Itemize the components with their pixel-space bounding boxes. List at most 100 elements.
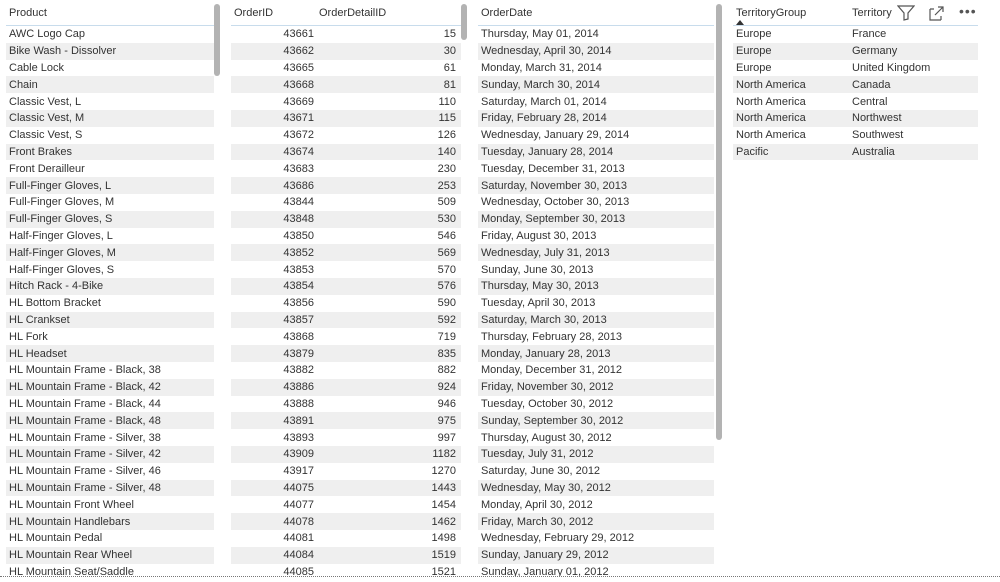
territory-col-header[interactable]: Territory bbox=[852, 6, 892, 19]
orderdetailid-header[interactable]: OrderDetailID bbox=[319, 6, 387, 19]
table-row[interactable]: Saturday, March 30, 2013 bbox=[478, 311, 714, 329]
more-options-icon[interactable]: ••• bbox=[959, 3, 977, 19]
table-row[interactable]: Saturday, March 01, 2014 bbox=[478, 93, 714, 110]
table-row[interactable]: Saturday, November 30, 2013 bbox=[478, 177, 714, 194]
table-row[interactable]: 43852 569 bbox=[231, 244, 461, 262]
table-row[interactable]: HL Mountain Frame - Black, 38 bbox=[6, 362, 214, 379]
table-row[interactable]: Monday, March 31, 2014 bbox=[478, 60, 714, 77]
table-row[interactable]: 44077 1454 bbox=[231, 496, 461, 513]
table-row[interactable]: Tuesday, October 30, 2012 bbox=[478, 396, 714, 413]
focus-mode-icon[interactable] bbox=[929, 5, 945, 24]
table-row[interactable]: HL Headset bbox=[6, 345, 214, 362]
table-row[interactable]: Full-Finger Gloves, S bbox=[6, 210, 214, 228]
table-row[interactable]: Sunday, January 01, 2012 bbox=[478, 564, 714, 576]
table-row[interactable]: 43848 530 bbox=[231, 210, 461, 228]
table-row[interactable]: Friday, August 30, 2013 bbox=[478, 228, 714, 245]
table-row[interactable]: 43844 509 bbox=[231, 194, 461, 211]
table-row[interactable]: Tuesday, January 28, 2014 bbox=[478, 143, 714, 161]
table-row[interactable]: Thursday, May 01, 2014 bbox=[478, 26, 714, 43]
table-row[interactable]: HL Mountain Pedal bbox=[6, 530, 214, 547]
table-row[interactable]: HL Fork bbox=[6, 328, 214, 345]
table-row[interactable]: 43879 835 bbox=[231, 345, 461, 362]
table-row[interactable]: Bike Wash - Dissolver bbox=[6, 42, 214, 60]
table-row[interactable]: 43909 1182 bbox=[231, 445, 461, 463]
table-row[interactable]: Saturday, June 30, 2012 bbox=[478, 463, 714, 480]
table-row[interactable]: Wednesday, January 29, 2014 bbox=[478, 127, 714, 144]
table-row[interactable]: Half-Finger Gloves, M bbox=[6, 244, 214, 262]
table-row[interactable]: HL Mountain Frame - Silver, 42 bbox=[6, 445, 214, 463]
table-row[interactable]: Wednesday, February 29, 2012 bbox=[478, 530, 714, 547]
table-row[interactable]: Sunday, January 29, 2012 bbox=[478, 546, 714, 564]
table-row[interactable]: AWC Logo Cap bbox=[6, 26, 214, 43]
table-row[interactable]: Chain bbox=[6, 76, 214, 94]
table-row[interactable]: Classic Vest, S bbox=[6, 127, 214, 144]
table-row[interactable]: Classic Vest, L bbox=[6, 93, 214, 110]
table-row[interactable]: Monday, January 28, 2013 bbox=[478, 345, 714, 362]
table-row[interactable]: 43854 576 bbox=[231, 277, 461, 295]
table-row[interactable]: 43917 1270 bbox=[231, 463, 461, 480]
table-row[interactable]: Full-Finger Gloves, M bbox=[6, 194, 214, 211]
table-row[interactable]: Half-Finger Gloves, L bbox=[6, 228, 214, 245]
table-row[interactable]: HL Mountain Rear Wheel bbox=[6, 546, 214, 564]
table-row[interactable]: Tuesday, December 31, 2013 bbox=[478, 160, 714, 177]
table-row[interactable]: HL Mountain Handlebars bbox=[6, 513, 214, 530]
table-row[interactable]: North America Central bbox=[733, 93, 978, 110]
table-row[interactable]: Europe United Kingdom bbox=[733, 60, 978, 77]
table-row[interactable]: Thursday, August 30, 2012 bbox=[478, 429, 714, 446]
table-row[interactable]: 43686 253 bbox=[231, 177, 461, 194]
table-row[interactable]: Half-Finger Gloves, S bbox=[6, 261, 214, 278]
table-row[interactable]: Classic Vest, M bbox=[6, 109, 214, 127]
table-row[interactable]: HL Mountain Front Wheel bbox=[6, 496, 214, 513]
table-row[interactable]: North America Southwest bbox=[733, 127, 978, 144]
table-row[interactable]: Wednesday, May 30, 2012 bbox=[478, 479, 714, 497]
table-row[interactable]: Full-Finger Gloves, L bbox=[6, 177, 214, 194]
table-row[interactable]: Pacific Australia bbox=[733, 143, 978, 161]
table-row[interactable]: HL Bottom Bracket bbox=[6, 295, 214, 312]
table-row[interactable]: Europe France bbox=[733, 26, 978, 43]
filter-icon[interactable] bbox=[896, 5, 916, 24]
table-row[interactable]: North America Northwest bbox=[733, 109, 978, 127]
table-row[interactable]: 43886 924 bbox=[231, 378, 461, 396]
table-row[interactable]: Monday, September 30, 2013 bbox=[478, 210, 714, 228]
table-row[interactable]: Sunday, September 30, 2012 bbox=[478, 412, 714, 430]
table-row[interactable]: 44081 1498 bbox=[231, 530, 461, 547]
table-row[interactable]: 43669 110 bbox=[231, 93, 461, 110]
table-row[interactable]: 44084 1519 bbox=[231, 546, 461, 564]
table-row[interactable]: 43683 230 bbox=[231, 160, 461, 177]
table-row[interactable]: 43888 946 bbox=[231, 396, 461, 413]
table-row[interactable]: 43665 61 bbox=[231, 60, 461, 77]
table-row[interactable]: HL Mountain Frame - Black, 42 bbox=[6, 378, 214, 396]
table-row[interactable]: Tuesday, July 31, 2012 bbox=[478, 445, 714, 463]
table-row[interactable]: North America Canada bbox=[733, 76, 978, 94]
table-row[interactable]: HL Mountain Frame - Black, 48 bbox=[6, 412, 214, 430]
table-row[interactable]: Friday, March 30, 2012 bbox=[478, 513, 714, 530]
table-row[interactable]: Friday, November 30, 2012 bbox=[478, 378, 714, 396]
table-row[interactable]: 43672 126 bbox=[231, 127, 461, 144]
table-row[interactable]: Wednesday, July 31, 2013 bbox=[478, 244, 714, 262]
table-row[interactable]: Front Brakes bbox=[6, 143, 214, 161]
table-row[interactable]: 43671 115 bbox=[231, 109, 461, 127]
table-row[interactable]: HL Mountain Frame - Silver, 48 bbox=[6, 479, 214, 497]
table-row[interactable]: Sunday, June 30, 2013 bbox=[478, 261, 714, 278]
territorygroup-header[interactable]: TerritoryGroup bbox=[736, 6, 807, 19]
table-row[interactable]: Friday, February 28, 2014 bbox=[478, 109, 714, 127]
table-row[interactable]: 43850 546 bbox=[231, 228, 461, 245]
table-row[interactable]: Wednesday, October 30, 2013 bbox=[478, 194, 714, 211]
table-row[interactable]: 43882 882 bbox=[231, 362, 461, 379]
product-scrollbar[interactable] bbox=[214, 4, 220, 76]
table-row[interactable]: 44085 1521 bbox=[231, 564, 461, 576]
table-row[interactable]: HL Mountain Seat/Saddle bbox=[6, 564, 214, 576]
table-row[interactable]: 43668 81 bbox=[231, 76, 461, 94]
table-row[interactable]: 43891 975 bbox=[231, 412, 461, 430]
table-row[interactable]: 43661 15 bbox=[231, 26, 461, 43]
orderdate-header[interactable]: OrderDate bbox=[478, 0, 714, 26]
table-row[interactable]: Thursday, February 28, 2013 bbox=[478, 328, 714, 345]
table-row[interactable]: Europe Germany bbox=[733, 42, 978, 60]
table-row[interactable]: Thursday, May 30, 2013 bbox=[478, 277, 714, 295]
table-row[interactable]: Sunday, March 30, 2014 bbox=[478, 76, 714, 94]
table-row[interactable]: Tuesday, April 30, 2013 bbox=[478, 295, 714, 312]
table-row[interactable]: Cable Lock bbox=[6, 60, 214, 77]
table-row[interactable]: Monday, December 31, 2012 bbox=[478, 362, 714, 379]
table-row[interactable]: Monday, April 30, 2012 bbox=[478, 496, 714, 513]
table-row[interactable]: 44075 1443 bbox=[231, 479, 461, 497]
